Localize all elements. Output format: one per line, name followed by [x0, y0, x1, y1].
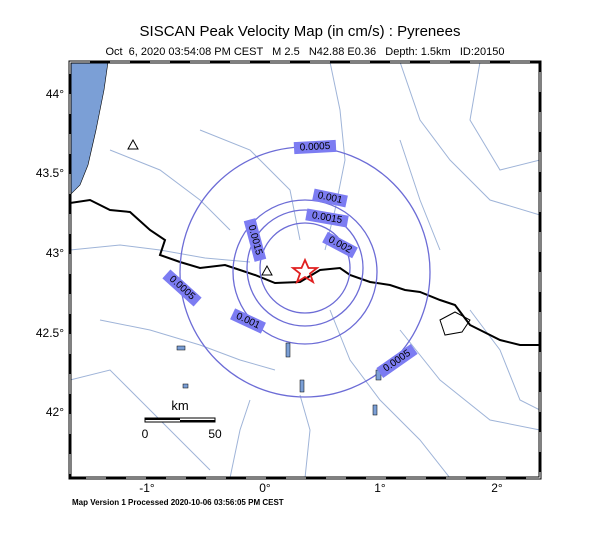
- lat-tick-label: 42°: [46, 405, 64, 419]
- contour-label: 0.0015: [305, 208, 349, 228]
- enclave: [439, 311, 471, 336]
- axis-labels: -1° 0° 1° 2° 42° 42.5° 43° 43.5° 44°: [36, 87, 503, 495]
- map-subtitle: Oct 6, 2020 03:54:08 PM CEST M 2.5 N42.8…: [105, 46, 504, 58]
- contour-label-text: 0.0015: [311, 210, 343, 226]
- contour-label: 0.0005: [376, 344, 418, 378]
- station: [261, 264, 273, 276]
- scale-label: 0: [142, 427, 149, 441]
- station: [127, 138, 139, 150]
- contour-label: 0.0005: [162, 269, 202, 307]
- scale-bar: km 0 50: [142, 398, 222, 441]
- map-frame-pattern: [69, 61, 541, 479]
- contour-label-text: 0.0005: [381, 348, 413, 375]
- map-footer: Map Version 1 Processed 2020-10-06 03:56…: [72, 498, 284, 507]
- lakes: [176, 342, 382, 416]
- contour-label-text: 0.001: [317, 190, 344, 206]
- contour-label: 0.0005: [293, 139, 337, 155]
- lon-tick-label: 2°: [491, 481, 503, 495]
- lat-tick-label: 43°: [46, 246, 64, 260]
- lat-tick-label: 43.5°: [36, 166, 64, 180]
- contour-label: 0.001: [312, 188, 348, 208]
- lon-tick-label: -1°: [139, 481, 155, 495]
- contour-label-text: 0.001: [234, 311, 262, 332]
- country-border: [70, 198, 540, 346]
- scale-unit: km: [171, 398, 188, 413]
- map-area: 0.0005 0.001 0.0015 0.002 0.0015 0.0005 …: [68, 60, 542, 480]
- scale-label: 50: [208, 427, 222, 441]
- lon-tick-label: 1°: [374, 481, 386, 495]
- contour-label-text: 0.0005: [299, 141, 331, 154]
- lon-tick-label: 0°: [259, 481, 271, 495]
- ocean: [70, 62, 109, 196]
- map-title: SISCAN Peak Velocity Map (in cm/s) : Pyr…: [140, 23, 461, 40]
- map-frame: [68, 60, 542, 480]
- epicenter: [290, 257, 320, 285]
- contour-label: 0.0015: [243, 218, 267, 262]
- lat-tick-label: 44°: [46, 87, 64, 101]
- lat-tick-label: 42.5°: [36, 326, 64, 340]
- contour-label-text: 0.0005: [167, 274, 197, 303]
- contour-label: 0.001: [230, 308, 266, 334]
- contour-label-text: 0.002: [326, 234, 354, 256]
- rivers: [70, 62, 540, 478]
